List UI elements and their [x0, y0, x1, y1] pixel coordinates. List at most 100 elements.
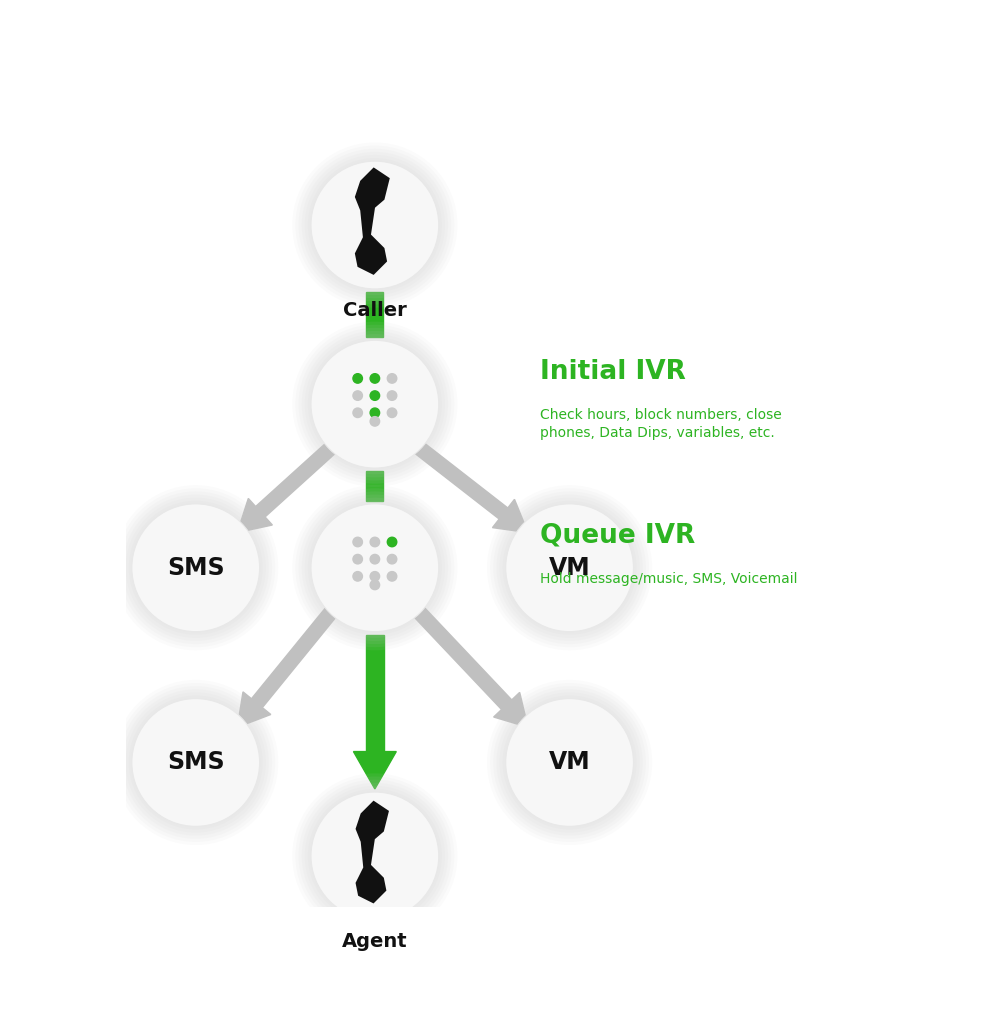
Circle shape [487, 680, 652, 845]
Circle shape [490, 683, 649, 842]
Polygon shape [355, 167, 390, 274]
Circle shape [126, 498, 265, 638]
Bar [366, 471, 384, 501]
Circle shape [496, 495, 643, 641]
Polygon shape [237, 692, 270, 727]
Bar [366, 635, 384, 752]
Circle shape [370, 581, 380, 590]
Circle shape [387, 391, 397, 400]
Circle shape [490, 488, 649, 647]
Circle shape [311, 792, 439, 920]
Circle shape [302, 495, 448, 641]
Circle shape [308, 337, 442, 471]
Circle shape [311, 504, 439, 632]
Polygon shape [356, 801, 389, 903]
Circle shape [295, 776, 454, 935]
Circle shape [496, 689, 643, 836]
Circle shape [305, 498, 445, 638]
Circle shape [298, 492, 451, 644]
Circle shape [370, 408, 380, 418]
Text: Hold message/music, SMS, Voicemail: Hold message/music, SMS, Voicemail [540, 571, 798, 586]
Text: Queue IVR: Queue IVR [540, 522, 695, 548]
Circle shape [114, 485, 278, 650]
Polygon shape [354, 752, 396, 788]
Circle shape [114, 680, 278, 845]
Circle shape [129, 501, 262, 635]
Polygon shape [251, 605, 339, 708]
Circle shape [493, 492, 646, 644]
Circle shape [370, 417, 380, 426]
Circle shape [499, 498, 639, 638]
Circle shape [506, 698, 633, 826]
Circle shape [502, 695, 636, 829]
Text: SMS: SMS [167, 751, 224, 774]
Bar [366, 292, 384, 337]
Circle shape [353, 391, 363, 400]
Circle shape [132, 504, 259, 632]
Circle shape [295, 325, 454, 483]
Circle shape [353, 408, 363, 418]
Circle shape [120, 492, 272, 644]
Circle shape [487, 485, 652, 650]
Text: SMS: SMS [167, 556, 224, 580]
Text: Check hours, block numbers, close
phones, Data Dips, variables, etc.: Check hours, block numbers, close phones… [540, 409, 782, 440]
Circle shape [387, 554, 397, 564]
Circle shape [387, 538, 397, 547]
Text: Caller: Caller [343, 301, 407, 321]
Circle shape [295, 145, 454, 304]
Circle shape [305, 785, 445, 926]
Polygon shape [412, 440, 508, 519]
Circle shape [123, 689, 269, 836]
Circle shape [311, 340, 439, 468]
Circle shape [353, 554, 363, 564]
Circle shape [292, 142, 457, 307]
Polygon shape [493, 692, 528, 727]
Text: Agent: Agent [342, 932, 408, 951]
Circle shape [132, 698, 259, 826]
Circle shape [493, 686, 646, 839]
Circle shape [502, 501, 636, 635]
Circle shape [126, 692, 265, 833]
Polygon shape [411, 604, 512, 710]
Circle shape [353, 374, 363, 383]
Polygon shape [492, 500, 528, 532]
Polygon shape [255, 440, 338, 517]
Circle shape [292, 485, 457, 650]
Circle shape [387, 571, 397, 581]
Circle shape [353, 538, 363, 547]
Circle shape [370, 571, 380, 581]
Circle shape [308, 501, 442, 635]
Circle shape [295, 488, 454, 647]
Circle shape [353, 571, 363, 581]
Circle shape [123, 495, 269, 641]
Circle shape [302, 782, 448, 929]
Circle shape [308, 158, 442, 292]
Circle shape [117, 683, 275, 842]
Circle shape [370, 391, 380, 400]
Circle shape [370, 554, 380, 564]
Circle shape [129, 695, 262, 829]
Circle shape [506, 504, 633, 632]
Circle shape [120, 686, 272, 839]
Circle shape [387, 374, 397, 383]
Text: VM: VM [549, 556, 590, 580]
Text: VM: VM [549, 751, 590, 774]
Circle shape [387, 408, 397, 418]
Polygon shape [237, 499, 272, 532]
Circle shape [370, 374, 380, 383]
Circle shape [292, 773, 457, 938]
Circle shape [298, 779, 451, 932]
Circle shape [305, 155, 445, 295]
Circle shape [311, 161, 439, 289]
Circle shape [308, 788, 442, 923]
Circle shape [298, 328, 451, 480]
Circle shape [302, 331, 448, 477]
Circle shape [305, 334, 445, 474]
Text: Initial IVR: Initial IVR [540, 358, 685, 385]
Circle shape [499, 692, 639, 833]
Circle shape [117, 488, 275, 647]
Circle shape [302, 152, 448, 298]
Circle shape [292, 322, 457, 486]
Circle shape [370, 538, 380, 547]
Circle shape [298, 148, 451, 301]
